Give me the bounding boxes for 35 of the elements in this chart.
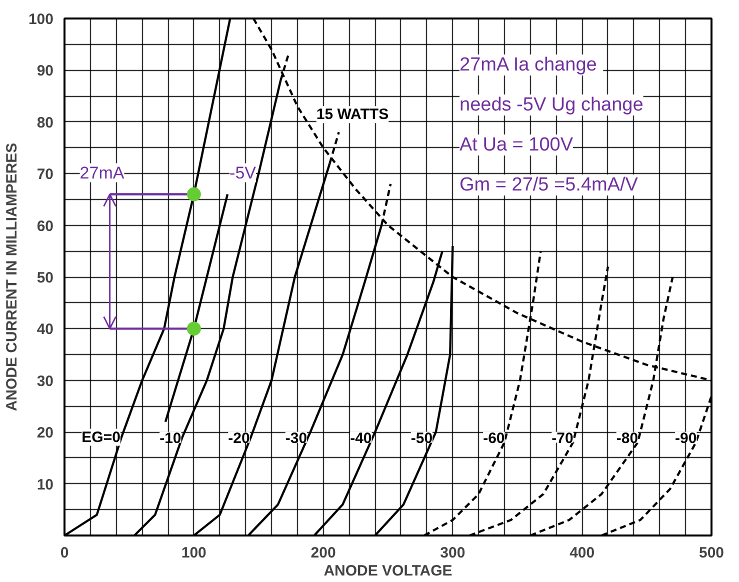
y-tick-label: 20 (36, 424, 54, 442)
series-label: -50 (410, 430, 433, 447)
annotation: needs -5V Ug change (460, 94, 644, 116)
annotation: 15 WATTS (316, 106, 389, 124)
series-label: EG=0 (82, 428, 120, 446)
series-label: -10 (160, 430, 182, 447)
y-tick-label: 90 (36, 62, 54, 80)
annotation: 27mA Ia change (460, 54, 597, 76)
series-label: -40 (350, 430, 372, 447)
y-tick-label: 30 (36, 372, 54, 390)
x-tick-label: 0 (60, 544, 69, 562)
x-tick-label: 100 (181, 544, 206, 562)
series-label: -80 (616, 430, 638, 447)
series-label: -90 (675, 430, 697, 447)
x-tick-label: 400 (570, 544, 595, 562)
y-tick-label: 80 (36, 114, 54, 132)
series-label: -20 (228, 430, 250, 447)
y-tick-label: 50 (36, 270, 54, 286)
series-label: -70 (552, 430, 574, 447)
x-axis-title: ANODE VOLTAGE (324, 562, 452, 580)
y-tick-label: 70 (36, 166, 54, 184)
annotation: At Ua = 100V (460, 134, 574, 156)
annotation: 27mA (80, 163, 125, 182)
y-tick-label: 60 (36, 218, 54, 235)
x-tick-label: 500 (698, 544, 724, 562)
y-tick-label: 100 (28, 11, 54, 28)
series-label: -60 (483, 430, 505, 447)
annotation: Gm = 27/5 =5.4mA/V (460, 174, 638, 196)
x-tick-label: 300 (440, 544, 466, 562)
y-tick-label: 40 (36, 321, 54, 338)
annotation: -5V (230, 163, 257, 182)
x-tick-label: 200 (310, 544, 336, 562)
y-axis-title: ANODE CURRENT IN MILLIAMPERES (3, 142, 20, 412)
y-tick-label: 10 (36, 476, 54, 494)
series-label: -30 (285, 430, 308, 447)
